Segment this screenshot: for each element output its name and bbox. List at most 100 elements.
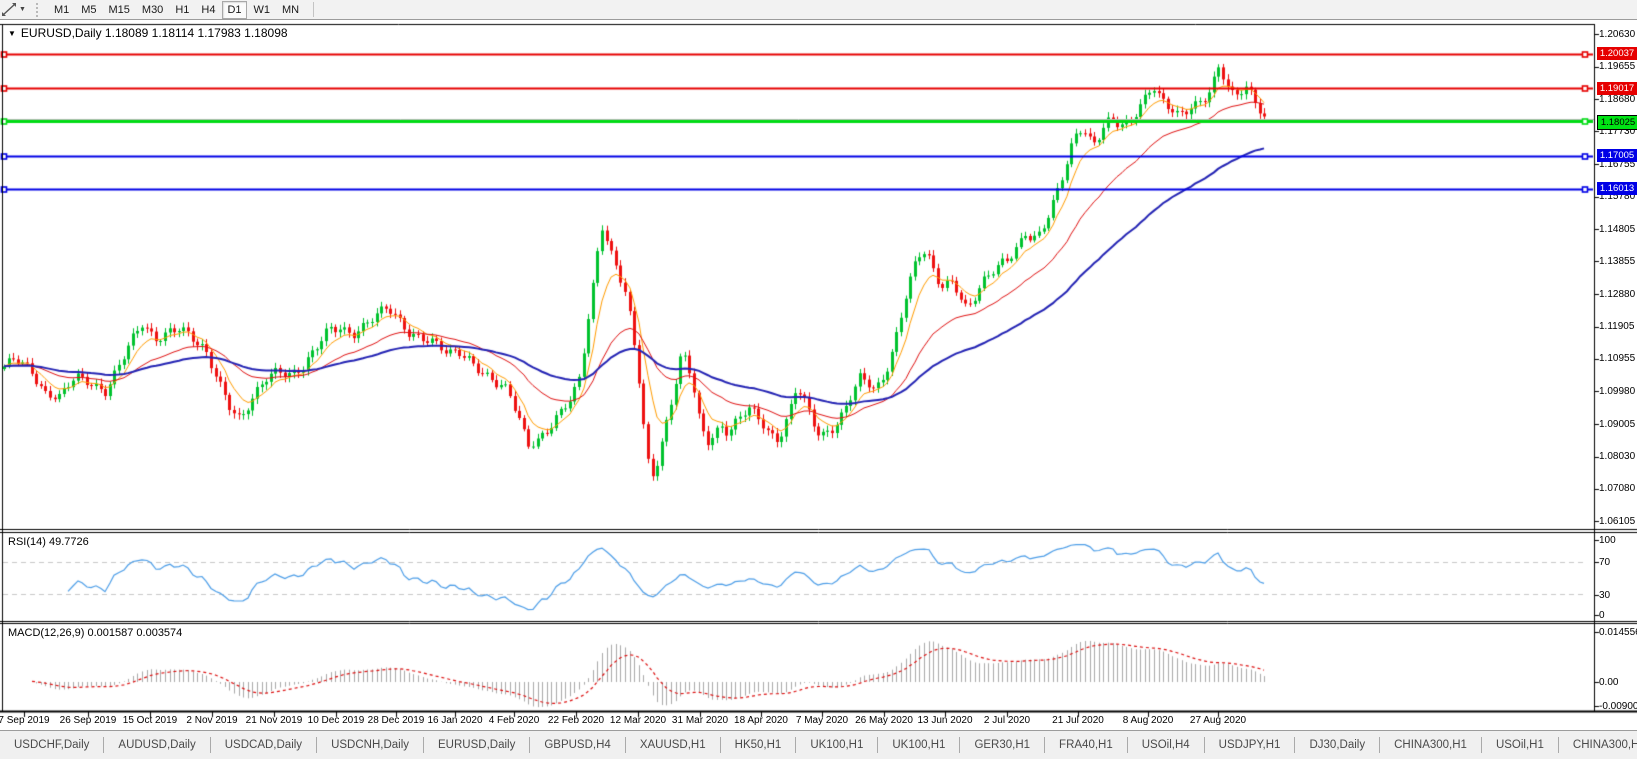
timeframe-button-m30[interactable]: M30 bbox=[141, 3, 164, 16]
chart-tab-china300-h1[interactable]: CHINA300,H1 bbox=[1572, 739, 1637, 751]
tab-separator bbox=[959, 737, 961, 753]
date-label: 4 Feb 2020 bbox=[488, 715, 540, 726]
date-label: 7 May 2020 bbox=[795, 715, 849, 726]
timeframe-button-m15[interactable]: M15 bbox=[108, 3, 130, 16]
macd-label: MACD(12,26,9) 0.001587 0.003574 bbox=[8, 627, 183, 639]
price-tick-label: 1.17730 bbox=[1599, 125, 1636, 137]
timeframe-button-h1[interactable]: H1 bbox=[175, 3, 190, 16]
price-tick-label: 1.07080 bbox=[1599, 483, 1636, 495]
price-tick-label: 1.16755 bbox=[1599, 158, 1636, 170]
hline-price-badge: 1.16013 bbox=[1597, 182, 1637, 196]
chart-title-text: EURUSD,Daily 1.18089 1.18114 1.17983 1.1… bbox=[20, 26, 288, 40]
timeframe-button-w1[interactable]: W1 bbox=[253, 3, 271, 16]
indicator-tick-label: -0.00900 bbox=[1599, 700, 1637, 712]
date-label: 26 Sep 2019 bbox=[59, 715, 117, 726]
tab-separator bbox=[423, 737, 425, 753]
timeframe-button-mn[interactable]: MN bbox=[282, 3, 300, 16]
chart-tab-eurusd-daily[interactable]: EURUSD,Daily bbox=[438, 739, 516, 751]
price-tick-label: 1.06105 bbox=[1599, 515, 1636, 527]
chart-tab-xauusd-h1[interactable]: XAUUSD,H1 bbox=[639, 739, 706, 751]
chart-tab-uk100-h1[interactable]: UK100,H1 bbox=[892, 739, 946, 751]
date-label: 2 Jul 2020 bbox=[983, 715, 1031, 726]
price-tick-label: 1.13855 bbox=[1599, 255, 1636, 267]
date-label: 28 Dec 2019 bbox=[367, 715, 425, 726]
date-label: 31 Mar 2020 bbox=[671, 715, 729, 726]
price-tick-label: 1.19655 bbox=[1599, 61, 1636, 73]
price-tick-label: 1.15780 bbox=[1599, 191, 1636, 203]
tab-separator bbox=[877, 737, 879, 753]
price-tick-label: 1.12880 bbox=[1599, 288, 1636, 300]
date-label: 21 Jul 2020 bbox=[1052, 715, 1104, 726]
chart-tab-bar: USDCHF,Daily AUDUSD,Daily USDCAD,Daily USDC… bbox=[0, 730, 1637, 759]
hline-price-badge: 1.18025 bbox=[1597, 114, 1637, 130]
chart-tab-usoil-h1[interactable]: USOil,H1 bbox=[1495, 739, 1544, 751]
chart-title-caret-icon[interactable]: ▼ bbox=[8, 28, 16, 38]
timeframe-buttons: M1 M5 M15 M30 H1 H4 D1 W1 MN bbox=[48, 0, 305, 19]
chart-tab-fra40-h1[interactable]: FRA40,H1 bbox=[1059, 739, 1113, 751]
tab-separator bbox=[1557, 737, 1559, 753]
date-label: 7 Sep 2019 bbox=[0, 715, 50, 726]
timeframe-button-m5[interactable]: M5 bbox=[81, 3, 97, 16]
trendline-dropdown-caret-icon[interactable]: ▼ bbox=[19, 6, 26, 13]
chart-tab-usoil-h4[interactable]: USOil,H4 bbox=[1141, 739, 1190, 751]
chart-tab-ger30-h1[interactable]: GER30,H1 bbox=[974, 739, 1031, 751]
price-tick-label: 1.08030 bbox=[1599, 451, 1636, 463]
indicator-tick-label: 0.014556 bbox=[1599, 626, 1637, 638]
chart-tab-usdchf-daily[interactable]: USDCHF,Daily bbox=[14, 739, 90, 751]
trendline-icon bbox=[2, 3, 16, 16]
price-tick-label: 1.09980 bbox=[1599, 385, 1636, 397]
tab-separator bbox=[103, 737, 105, 753]
tab-separator bbox=[1203, 737, 1205, 753]
indicator-tick-label: 30 bbox=[1599, 589, 1611, 601]
date-label: 15 Oct 2019 bbox=[122, 715, 178, 726]
price-tick-label: 1.09005 bbox=[1599, 418, 1636, 430]
tab-separator bbox=[1044, 737, 1046, 753]
toolbar-drag-handle[interactable] bbox=[35, 2, 42, 17]
indicator-tick-label: 0 bbox=[1599, 609, 1605, 621]
date-label: 12 Mar 2020 bbox=[609, 715, 667, 726]
hline-price-badge: 1.20037 bbox=[1597, 47, 1637, 61]
chart-tab-dj30-daily[interactable]: DJ30,Daily bbox=[1309, 739, 1366, 751]
indicator-tick-label: 0.00 bbox=[1599, 676, 1619, 688]
hline-price-badge: 1.17005 bbox=[1597, 149, 1637, 163]
chart-tab-gbpusd-h4[interactable]: GBPUSD,H4 bbox=[544, 739, 611, 751]
timeframe-button-d1[interactable]: D1 bbox=[222, 0, 247, 19]
chart-tab-uk100-h1[interactable]: UK100,H1 bbox=[810, 739, 864, 751]
tab-separator bbox=[529, 737, 531, 753]
tab-separator bbox=[1480, 737, 1482, 753]
tab-separator bbox=[316, 737, 318, 753]
tab-separator bbox=[795, 737, 797, 753]
price-tick-label: 1.20630 bbox=[1599, 28, 1636, 40]
chart-tab-usdcnh-daily[interactable]: USDCNH,Daily bbox=[331, 739, 410, 751]
indicator-tick-label: 100 bbox=[1599, 534, 1616, 546]
date-label: 18 Apr 2020 bbox=[734, 715, 788, 726]
tab-separator bbox=[1294, 737, 1296, 753]
chart-tab-china300-h1[interactable]: CHINA300,H1 bbox=[1394, 739, 1467, 751]
timeframe-toolbar: ▼ M1 M5 M15 M30 H1 H4 D1 W1 MN bbox=[0, 0, 1637, 20]
price-tick-label: 1.11905 bbox=[1599, 321, 1635, 333]
tab-separator bbox=[624, 737, 626, 753]
tab-separator bbox=[209, 737, 211, 753]
toolbar-separator bbox=[313, 2, 315, 17]
chart-tab-audusd-daily[interactable]: AUDUSD,Daily bbox=[118, 739, 196, 751]
tab-separator bbox=[719, 737, 721, 753]
chart-tab-usdjpy-h1[interactable]: USDJPY,H1 bbox=[1218, 739, 1281, 751]
timeframe-button-m1[interactable]: M1 bbox=[53, 3, 70, 16]
date-label: 10 Dec 2019 bbox=[307, 715, 365, 726]
date-label: 22 Feb 2020 bbox=[547, 715, 605, 726]
tab-separator bbox=[1379, 737, 1381, 753]
hline-price-badge: 1.19017 bbox=[1597, 81, 1637, 95]
rsi-label: RSI(14) 49.7726 bbox=[8, 536, 89, 548]
date-label: 26 May 2020 bbox=[855, 715, 913, 726]
price-tick-label: 1.18680 bbox=[1599, 93, 1636, 105]
chart-tab-hk50-h1[interactable]: HK50,H1 bbox=[734, 739, 782, 751]
indicator-tick-label: 70 bbox=[1599, 556, 1611, 568]
tab-separator bbox=[1126, 737, 1128, 753]
timeframe-button-h4[interactable]: H4 bbox=[201, 3, 216, 16]
date-label: 13 Jun 2020 bbox=[917, 715, 973, 726]
chart-tab-usdcad-daily[interactable]: USDCAD,Daily bbox=[224, 739, 303, 751]
trendline-tool-button[interactable]: ▼ bbox=[0, 0, 28, 20]
date-label: 2 Nov 2019 bbox=[186, 715, 238, 726]
